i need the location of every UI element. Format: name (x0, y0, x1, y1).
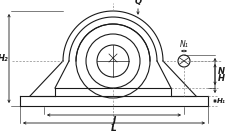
Text: H₁: H₁ (216, 98, 225, 104)
Text: H₂: H₂ (0, 54, 8, 63)
Text: Q: Q (134, 0, 141, 6)
Text: N₁: N₁ (179, 40, 188, 49)
Text: L: L (111, 124, 116, 133)
Text: J: J (112, 116, 115, 125)
Text: N: N (217, 67, 224, 76)
Text: H: H (217, 74, 224, 83)
